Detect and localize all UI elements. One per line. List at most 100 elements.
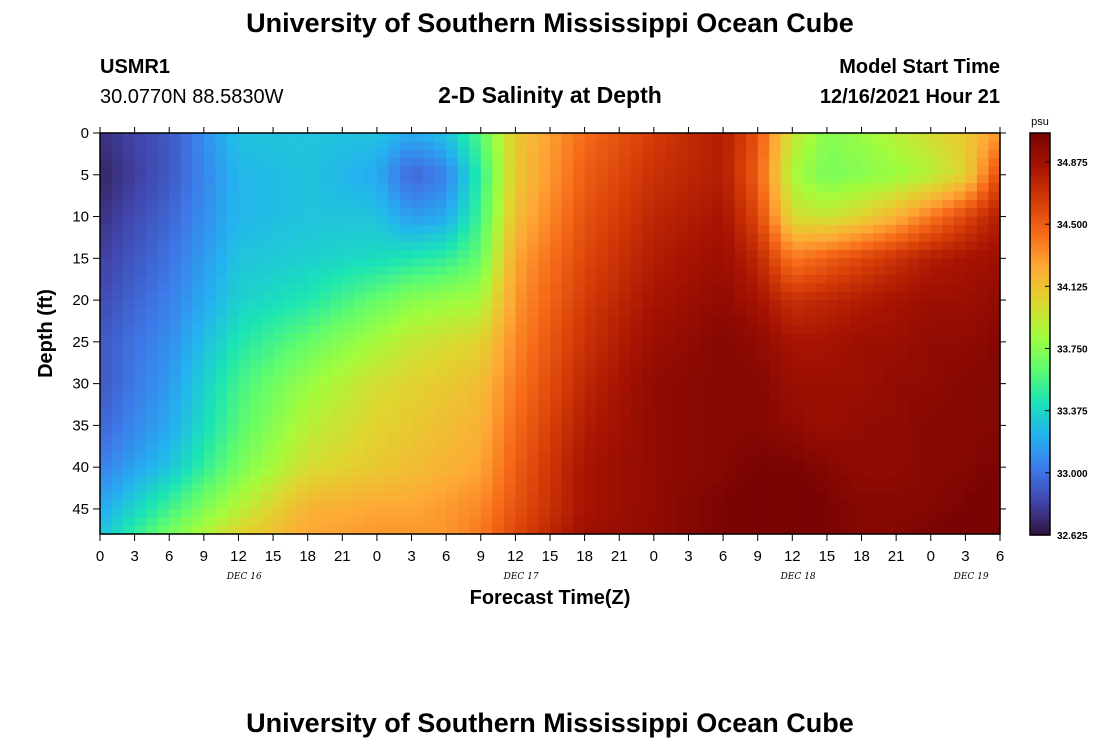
heatmap-cell xyxy=(388,291,401,301)
heatmap-cell xyxy=(180,233,193,243)
heatmap-cell xyxy=(492,333,505,343)
heatmap-cell xyxy=(353,433,366,443)
heatmap-cell xyxy=(503,166,516,176)
heatmap-cell xyxy=(861,149,874,159)
heatmap-cell xyxy=(423,467,436,477)
heatmap-cell xyxy=(284,275,297,284)
heatmap-cell xyxy=(423,383,436,393)
colorbar-segment xyxy=(1030,321,1050,325)
heatmap-cell xyxy=(342,400,355,410)
heatmap-cell xyxy=(446,483,459,493)
heatmap-cell xyxy=(976,450,990,460)
heatmap-cell xyxy=(376,508,390,518)
colorbar-segment xyxy=(1030,143,1050,146)
heatmap-cell xyxy=(296,183,309,193)
station-id: USMR1 xyxy=(100,56,171,78)
heatmap-cell xyxy=(746,241,759,251)
heatmap-cell xyxy=(526,467,540,477)
heatmap-cell xyxy=(907,300,920,310)
heatmap-cell xyxy=(723,475,736,485)
heatmap-cell xyxy=(815,174,828,184)
heatmap-cell xyxy=(226,417,240,426)
heatmap-cell xyxy=(319,500,332,510)
heatmap-cell xyxy=(296,199,309,209)
heatmap-cell xyxy=(573,333,586,343)
x-tick-label: 6 xyxy=(719,548,727,565)
model-start-value: 12/16/2021 Hour 21 xyxy=(819,86,1000,108)
heatmap-cell xyxy=(250,316,263,326)
heatmap-cell xyxy=(792,133,805,142)
heatmap-cell xyxy=(619,467,632,477)
heatmap-cell xyxy=(307,450,320,460)
heatmap-cell xyxy=(803,283,816,293)
heatmap-cell xyxy=(850,525,863,535)
colorbar-segment xyxy=(1030,193,1050,196)
heatmap-cell xyxy=(965,183,978,193)
heatmap-cell xyxy=(319,467,332,477)
heatmap-cell xyxy=(884,442,897,452)
heatmap-cell xyxy=(850,258,863,268)
heatmap-cell xyxy=(330,350,343,360)
heatmap-cell xyxy=(561,325,574,335)
heatmap-cell xyxy=(330,366,343,376)
heatmap-cell xyxy=(192,417,205,426)
heatmap-cell xyxy=(526,375,540,385)
heatmap-cell xyxy=(561,300,574,310)
heatmap-cell xyxy=(988,133,1001,142)
heatmap-cell xyxy=(157,174,170,184)
heatmap-cell xyxy=(665,408,678,418)
heatmap-cell xyxy=(319,300,332,310)
heatmap-cell xyxy=(884,425,897,435)
heatmap-cell xyxy=(134,475,147,485)
heatmap-cell xyxy=(861,483,874,493)
heatmap-cell xyxy=(457,400,470,410)
heatmap-cell xyxy=(146,275,159,284)
heatmap-cell xyxy=(134,241,147,251)
heatmap-cell xyxy=(296,166,309,176)
heatmap-cell xyxy=(573,508,586,518)
heatmap-cell xyxy=(769,183,782,193)
heatmap-cell xyxy=(446,174,459,184)
heatmap-cell xyxy=(930,199,943,209)
heatmap-cell xyxy=(365,158,378,168)
heatmap-cell xyxy=(884,350,897,360)
heatmap-cell xyxy=(180,275,193,284)
colorbar-segment xyxy=(1030,386,1050,389)
heatmap-cell xyxy=(803,300,816,310)
heatmap-cell xyxy=(192,158,205,168)
heatmap-cell xyxy=(826,183,840,193)
heatmap-cell xyxy=(226,183,240,193)
heatmap-cell xyxy=(907,366,920,376)
heatmap-cell xyxy=(515,149,528,159)
heatmap-cell xyxy=(192,275,205,284)
heatmap-cell xyxy=(942,517,955,527)
heatmap-cell xyxy=(573,308,586,318)
heatmap-cell xyxy=(884,383,897,393)
heatmap-cell xyxy=(169,391,182,401)
heatmap-cell xyxy=(111,308,124,318)
heatmap-cell xyxy=(238,350,251,360)
heatmap-cell xyxy=(561,500,574,510)
heatmap-cell xyxy=(296,224,309,234)
heatmap-cell xyxy=(388,241,401,251)
heatmap-cell xyxy=(111,408,124,418)
heatmap-cell xyxy=(907,133,920,142)
heatmap-cell xyxy=(630,208,643,218)
heatmap-cell xyxy=(826,500,840,510)
heatmap-cell xyxy=(515,500,528,510)
heatmap-cell xyxy=(953,199,966,209)
heatmap-cell xyxy=(388,316,401,326)
heatmap-cell xyxy=(503,149,516,159)
heatmap-cell xyxy=(526,291,540,301)
heatmap-cell xyxy=(192,341,205,351)
heatmap-cell xyxy=(503,241,516,251)
heatmap-cell xyxy=(711,224,724,234)
heatmap-cell xyxy=(307,517,320,527)
heatmap-cell xyxy=(561,224,574,234)
heatmap-cell xyxy=(492,400,505,410)
heatmap-cell xyxy=(446,333,459,343)
heatmap-cell xyxy=(803,442,816,452)
heatmap-cell xyxy=(896,525,909,535)
heatmap-cell xyxy=(803,475,816,485)
heatmap-cell xyxy=(676,366,690,376)
